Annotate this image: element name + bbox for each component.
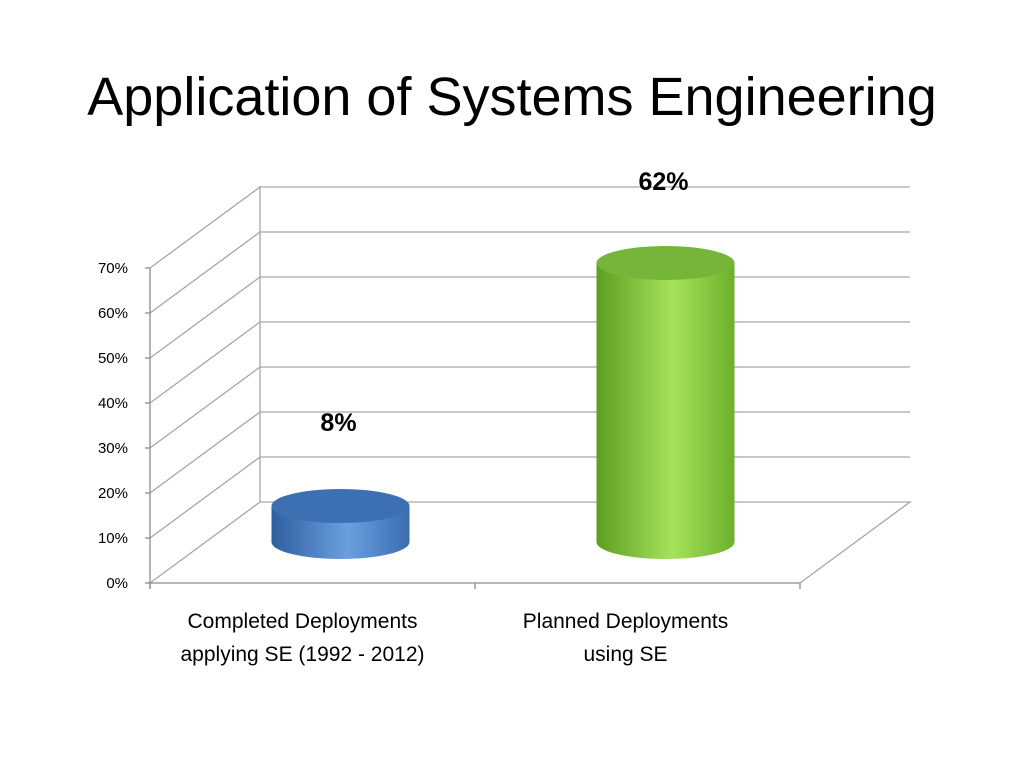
cylinder-bar (271, 489, 410, 559)
gridline (149, 231, 910, 314)
data-label: 62% (638, 168, 688, 196)
y-tick-label: 60% (98, 305, 128, 322)
chart-axes (149, 268, 801, 589)
cylinder-top (596, 246, 735, 280)
bars (271, 246, 735, 559)
category-label-line: applying SE (1992 - 2012) (181, 643, 425, 666)
floor-outline (149, 501, 912, 584)
y-axis-ticks: 0% 10% 20% 30% 40% 50% 60% 70% (98, 260, 150, 592)
cylinder-top (271, 489, 410, 523)
y-tick-label: 40% (98, 395, 128, 412)
category-label-line: Planned Deployments (523, 610, 728, 633)
gridline (149, 366, 910, 449)
y-tick-label: 20% (98, 485, 128, 502)
gridline (149, 276, 910, 359)
category-label: Completed Deployments applying SE (1992 -… (181, 610, 425, 666)
gridline (149, 186, 910, 269)
gridline (149, 456, 910, 539)
y-tick-label: 50% (98, 350, 128, 367)
cylinder-body (596, 263, 735, 559)
data-label: 8% (320, 409, 356, 437)
gridline (149, 321, 910, 404)
y-tick-label: 70% (98, 260, 128, 277)
y-tick-label: 10% (98, 530, 128, 547)
gridlines (149, 186, 910, 539)
y-tick-label: 30% (98, 440, 128, 457)
data-labels: 8% 62% (320, 168, 688, 437)
cylinder-bar (596, 246, 735, 559)
category-labels: Completed Deployments applying SE (1992 -… (181, 610, 729, 666)
chart-walls (149, 186, 912, 584)
gridline (149, 411, 910, 494)
category-label: Planned Deployments using SE (523, 610, 728, 666)
category-label-line: Completed Deployments (188, 610, 418, 633)
category-label-line: using SE (583, 643, 667, 666)
slide-title: Application of Systems Engineering (87, 67, 937, 127)
y-tick-label: 0% (106, 575, 128, 592)
